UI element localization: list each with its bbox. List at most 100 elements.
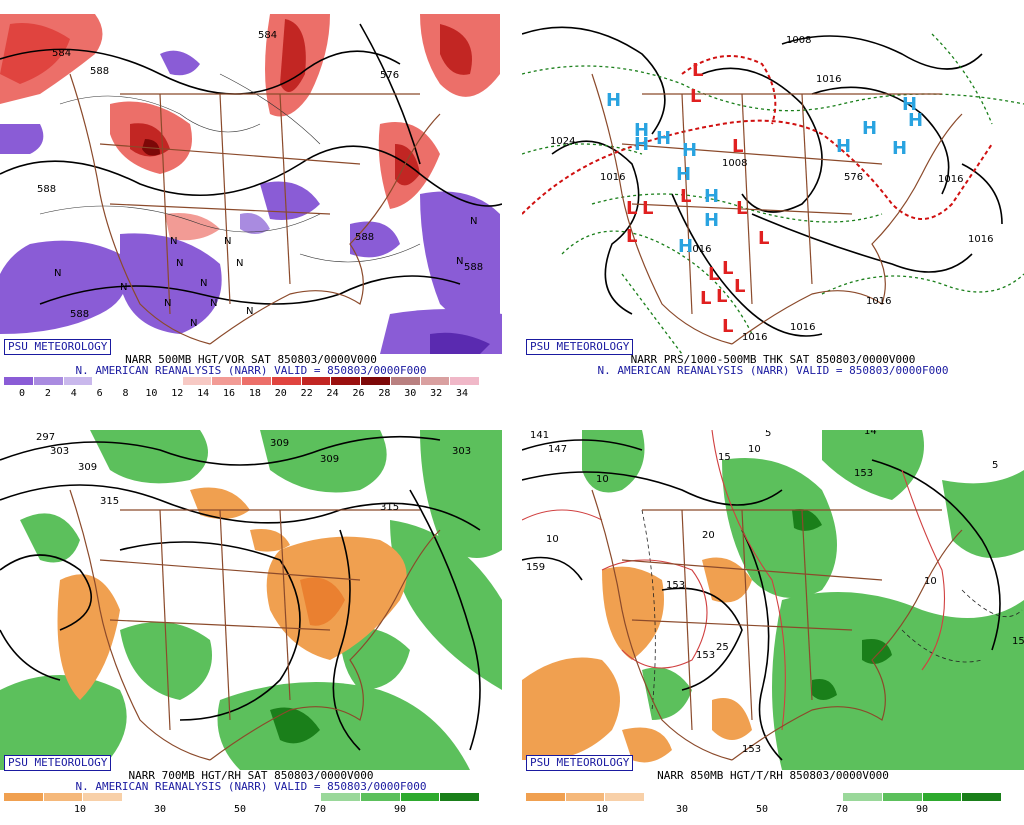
- low-pressure-mark: L: [732, 136, 743, 157]
- colorbar-tick-label: 24: [326, 388, 339, 399]
- low-pressure-mark: L: [700, 288, 711, 309]
- colorbar-tick-label: 10: [595, 804, 609, 815]
- colorbar: [526, 793, 1003, 801]
- colorbar-segment: [565, 793, 606, 801]
- high-pressure-mark: H: [704, 210, 719, 231]
- vorticity-min-mark: N: [200, 278, 207, 289]
- isobar-label: 1016: [742, 332, 767, 343]
- vorticity-min-mark: N: [54, 268, 61, 279]
- vorticity-min-mark: N: [120, 282, 127, 293]
- high-pressure-mark: H: [606, 90, 621, 111]
- colorbar-segment: [162, 793, 203, 801]
- high-pressure-mark: H: [682, 140, 697, 161]
- panel-subtitle: N. AMERICAN REANALYSIS (NARR) VALID = 85…: [75, 364, 427, 377]
- panel-subtitle: N. AMERICAN REANALYSIS (NARR) VALID = 85…: [597, 364, 949, 377]
- temperature-label: 5: [992, 460, 998, 471]
- panel-subtitle: N. AMERICAN REANALYSIS (NARR) VALID = 85…: [75, 780, 427, 793]
- colorbar-segment: [645, 793, 685, 801]
- colorbar-ticks: 0 2 4 6 8 10 12 14 16 18 20 22 24 26 28 30 32 34: [4, 388, 480, 400]
- high-pressure-mark: H: [862, 118, 877, 139]
- colorbar-tick-label: 12: [171, 388, 184, 399]
- colorbar-tick-label: 8: [122, 388, 129, 399]
- colorbar-segment: [883, 793, 923, 801]
- contour-label: 303: [452, 446, 471, 457]
- high-pressure-mark: H: [656, 128, 671, 149]
- psu-meteorology-badge: PSU METEOROLOGY: [4, 339, 112, 355]
- colorbar-segment: [182, 377, 213, 385]
- contour-label: 153: [696, 650, 715, 661]
- isobar-label: 1016: [866, 296, 891, 307]
- contour-label: 153: [742, 744, 761, 755]
- vorticity-min-mark: N: [170, 236, 177, 247]
- psu-meteorology-badge: PSU METEOROLOGY: [4, 755, 112, 771]
- contour-label: 576: [380, 70, 399, 81]
- colorbar-tick-label: 10: [73, 804, 87, 815]
- colorbar-ticks: 10 30 50 70 90: [526, 804, 1002, 816]
- map-pressure: 1008 1016 1024 1016 1008 1016 1016 1016 …: [522, 14, 1024, 354]
- colorbar-segment: [450, 377, 480, 385]
- vorticity-min-mark: N: [190, 318, 197, 329]
- temperature-label: 5: [765, 430, 771, 439]
- map-850mb: 141 147 153 153 159 153 153 14 5 15 10 1…: [522, 430, 1024, 770]
- panel-title: NARR PRS/1000-500MB THK SAT 850803/0000V…: [630, 353, 916, 366]
- contour-label: 309: [320, 454, 339, 465]
- colorbar-segment: [43, 793, 84, 801]
- contour-label: 588: [464, 262, 483, 273]
- panel-850mb-temp-rh: 141 147 153 153 159 153 153 14 5 15 10 1…: [522, 416, 1024, 825]
- isobar-label: 1016: [790, 322, 815, 333]
- contour-label: 315: [380, 502, 399, 513]
- low-pressure-mark: L: [680, 186, 691, 207]
- colorbar-segment: [724, 793, 765, 801]
- contour-label: 14: [864, 430, 877, 437]
- colorbar-tick-label: 90: [393, 804, 407, 815]
- colorbar-tick-label: 18: [248, 388, 261, 399]
- panel-pressure-thickness: 1008 1016 1024 1016 1008 1016 1016 1016 …: [522, 0, 1024, 409]
- colorbar-segment: [764, 793, 804, 801]
- vorticity-min-mark: N: [456, 256, 463, 267]
- high-pressure-mark: H: [908, 110, 923, 131]
- isobar-label: 1008: [722, 158, 747, 169]
- vorticity-min-mark: N: [246, 306, 253, 317]
- colorbar-segment: [281, 793, 322, 801]
- low-pressure-mark: L: [692, 60, 703, 81]
- contour-label: 584: [258, 30, 277, 41]
- contour-label: 153: [666, 580, 685, 591]
- psu-meteorology-badge: PSU METEOROLOGY: [526, 755, 634, 771]
- colorbar-tick-label: 16: [223, 388, 236, 399]
- contour-label: 141: [530, 430, 549, 441]
- contour-label: 588: [90, 66, 109, 77]
- psu-meteorology-badge: PSU METEOROLOGY: [526, 339, 634, 355]
- low-pressure-mark: L: [626, 226, 637, 247]
- colorbar-segment: [4, 377, 34, 385]
- colorbar-tick-label: 30: [675, 804, 689, 815]
- map-700mb: 297 303 309 309 309 303 315 315: [0, 430, 502, 770]
- map-500mb: 584 584 576 588 588 588 588 588 N N N N …: [0, 14, 502, 354]
- low-pressure-mark: L: [722, 258, 733, 279]
- vorticity-min-mark: N: [164, 298, 171, 309]
- colorbar-segment: [202, 793, 243, 801]
- colorbar-tick-label: 70: [835, 804, 849, 815]
- high-pressure-mark: H: [678, 236, 693, 257]
- colorbar-segment: [331, 377, 361, 385]
- isobar-label: 1008: [786, 35, 811, 46]
- high-pressure-mark: H: [902, 94, 917, 115]
- temperature-label: 10: [924, 576, 937, 587]
- contour-label: 159: [526, 562, 545, 573]
- colorbar-segment: [321, 793, 362, 801]
- vorticity-min-mark: N: [470, 216, 477, 227]
- colorbar: [4, 377, 480, 385]
- contour-label: 147: [548, 444, 567, 455]
- contour-label: 309: [78, 462, 97, 473]
- colorbar-tick-label: 34: [455, 388, 469, 399]
- isobar-label: 1016: [686, 244, 711, 255]
- colorbar-tick-label: 6: [96, 388, 103, 399]
- isobar-label: 1016: [938, 174, 963, 185]
- colorbar-tick-label: 22: [300, 388, 313, 399]
- colorbar-segment: [271, 377, 302, 385]
- temperature-label: 10: [596, 474, 609, 485]
- colorbar-segment: [63, 377, 94, 385]
- isobar-label: 1016: [968, 234, 993, 245]
- low-pressure-mark: L: [708, 264, 719, 285]
- colorbar-segment: [420, 377, 451, 385]
- colorbar-segment: [526, 793, 566, 801]
